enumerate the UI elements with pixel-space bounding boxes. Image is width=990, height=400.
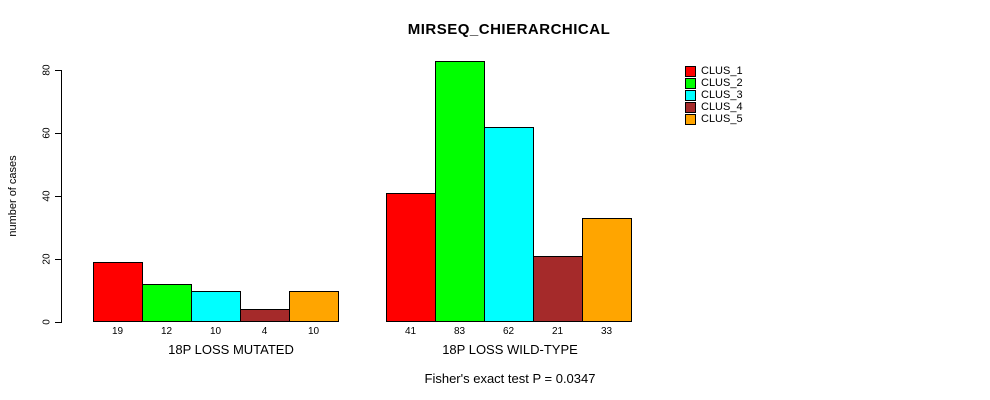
bar-value-label: 10 xyxy=(307,326,320,337)
bar-value-label: 21 xyxy=(551,326,564,337)
legend-label: CLUS_3 xyxy=(701,89,743,101)
legend-label: CLUS_5 xyxy=(701,113,743,125)
group-label-mutated: 18P LOSS MUTATED xyxy=(168,342,294,357)
legend-label: CLUS_2 xyxy=(701,77,743,89)
bar-value-label: 83 xyxy=(453,326,466,337)
y-tick-mark xyxy=(55,70,61,71)
legend-swatch-clus_1 xyxy=(685,66,696,77)
y-tick-mark xyxy=(55,322,61,323)
y-tick-mark xyxy=(55,133,61,134)
group-label-wild-type: 18P LOSS WILD-TYPE xyxy=(442,342,578,357)
bar-clus_3-mutated xyxy=(191,290,241,322)
bar-value-label: 19 xyxy=(111,326,124,337)
y-tick-mark xyxy=(55,259,61,260)
legend-swatch-clus_5 xyxy=(685,114,696,125)
bar-clus_5-mutated xyxy=(289,290,339,322)
bar-value-label: 12 xyxy=(160,326,173,337)
legend-swatch-clus_2 xyxy=(685,78,696,89)
bar-clus_1-wild-type xyxy=(386,192,436,322)
bar-value-label: 10 xyxy=(209,326,222,337)
y-axis-line xyxy=(61,70,62,323)
chart-title: MIRSEQ_CHIERARCHICAL xyxy=(407,21,611,38)
bar-clus_2-mutated xyxy=(142,284,192,322)
fisher-test-annotation: Fisher's exact test P = 0.0347 xyxy=(424,371,596,386)
bar-value-label: 62 xyxy=(502,326,515,337)
y-tick-label: 20 xyxy=(41,253,53,265)
y-tick-mark xyxy=(55,196,61,197)
y-axis-title: number of cases xyxy=(7,155,19,237)
bar-clus_5-wild-type xyxy=(582,218,632,322)
legend-swatch-clus_4 xyxy=(685,102,696,113)
y-tick-label: 40 xyxy=(41,190,53,202)
legend-swatch-clus_3 xyxy=(685,90,696,101)
y-tick-label: 60 xyxy=(41,127,53,139)
bar-clus_3-wild-type xyxy=(484,126,534,322)
bar-clus_2-wild-type xyxy=(435,60,485,322)
legend-label: CLUS_1 xyxy=(701,65,743,77)
bar-clus_4-mutated xyxy=(240,309,290,322)
legend-label: CLUS_4 xyxy=(701,101,743,113)
bar-value-label: 4 xyxy=(261,326,268,337)
bar-clus_1-mutated xyxy=(93,262,143,322)
bar-value-label: 33 xyxy=(600,326,613,337)
bar-clus_4-wild-type xyxy=(533,255,583,322)
y-tick-label: 0 xyxy=(41,319,53,325)
y-tick-label: 80 xyxy=(41,64,53,76)
bar-value-label: 41 xyxy=(404,326,417,337)
